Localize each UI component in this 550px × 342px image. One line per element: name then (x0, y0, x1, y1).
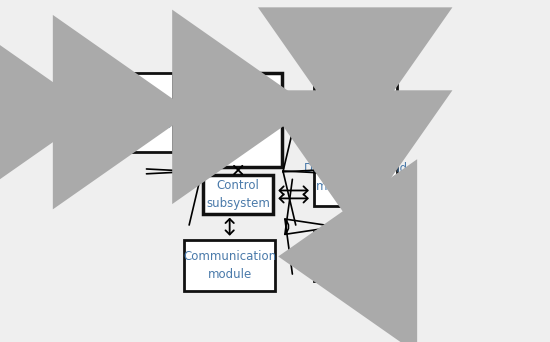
Bar (184, 240, 276, 291)
Text: Communication
module: Communication module (183, 250, 276, 281)
Bar (314, 232, 397, 281)
Text: Control
subsystem: Control subsystem (206, 179, 270, 210)
FancyArrowPatch shape (146, 118, 202, 225)
FancyArrowPatch shape (283, 118, 338, 225)
Bar (203, 175, 273, 213)
Text: Postprocessing: Postprocessing (311, 250, 399, 263)
FancyArrowPatch shape (285, 179, 340, 274)
Bar (314, 149, 397, 206)
Bar (195, 73, 282, 168)
Bar (98, 73, 173, 152)
Text: Signal
conditioning: Signal conditioning (100, 97, 172, 128)
Bar (314, 73, 397, 136)
Text: Analog-to-digital
converter: Analog-to-digital converter (189, 105, 288, 135)
Text: Data storage and
management: Data storage and management (304, 162, 407, 193)
Text: Digital signal
processing: Digital signal processing (317, 89, 394, 120)
